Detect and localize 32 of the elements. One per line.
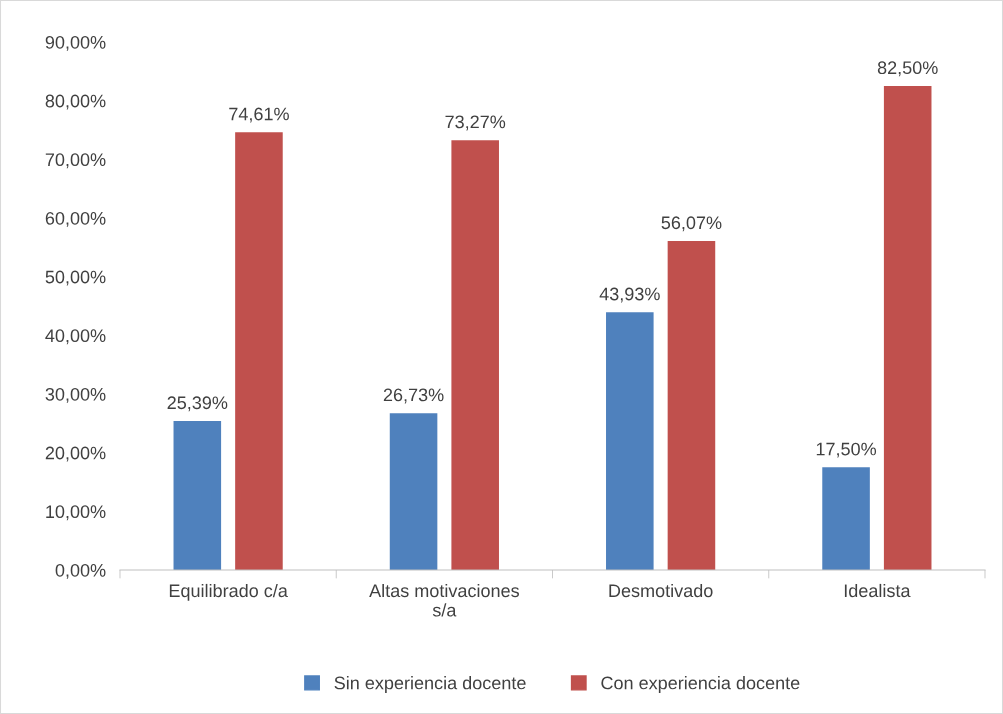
y-tick-label: 70,00% (45, 153, 106, 169)
bar (822, 467, 870, 570)
x-tick-label: Desmotivado (609, 583, 713, 598)
data-label: 25,39% (167, 396, 228, 412)
bar (451, 140, 499, 570)
y-tick-label: 20,00% (45, 446, 106, 462)
data-label: 56,07% (661, 216, 722, 232)
y-tick-label: 40,00% (45, 329, 106, 345)
y-tick-label: 50,00% (45, 270, 106, 286)
data-label: 73,27% (445, 115, 506, 131)
data-label: 17,50% (816, 442, 877, 458)
x-tick-label: Altas motivaciones s/a (369, 583, 519, 617)
x-tick-label: Equilibrado c/a (169, 583, 288, 601)
y-tick-label: 60,00% (45, 211, 106, 227)
data-label: 74,61% (229, 107, 289, 123)
bar (235, 132, 283, 570)
y-tick-label: 80,00% (45, 94, 106, 110)
bar (389, 413, 438, 570)
data-label: 43,93% (599, 287, 660, 303)
legend-label: Sin experiencia docente (334, 676, 526, 693)
data-label: 82,50% (877, 61, 938, 77)
data-label: 26,73% (383, 388, 444, 404)
x-tick-label: Idealista (844, 583, 911, 598)
bar (173, 421, 222, 570)
bar (606, 312, 654, 570)
bar (667, 241, 716, 570)
legend-label: Con experiencia docente (601, 676, 800, 693)
y-tick-label: 30,00% (45, 387, 106, 403)
y-tick-label: 90,00% (45, 35, 106, 51)
bar (883, 86, 932, 570)
y-tick-label: 0,00% (55, 563, 106, 579)
y-tick-label: 10,00% (46, 505, 106, 521)
